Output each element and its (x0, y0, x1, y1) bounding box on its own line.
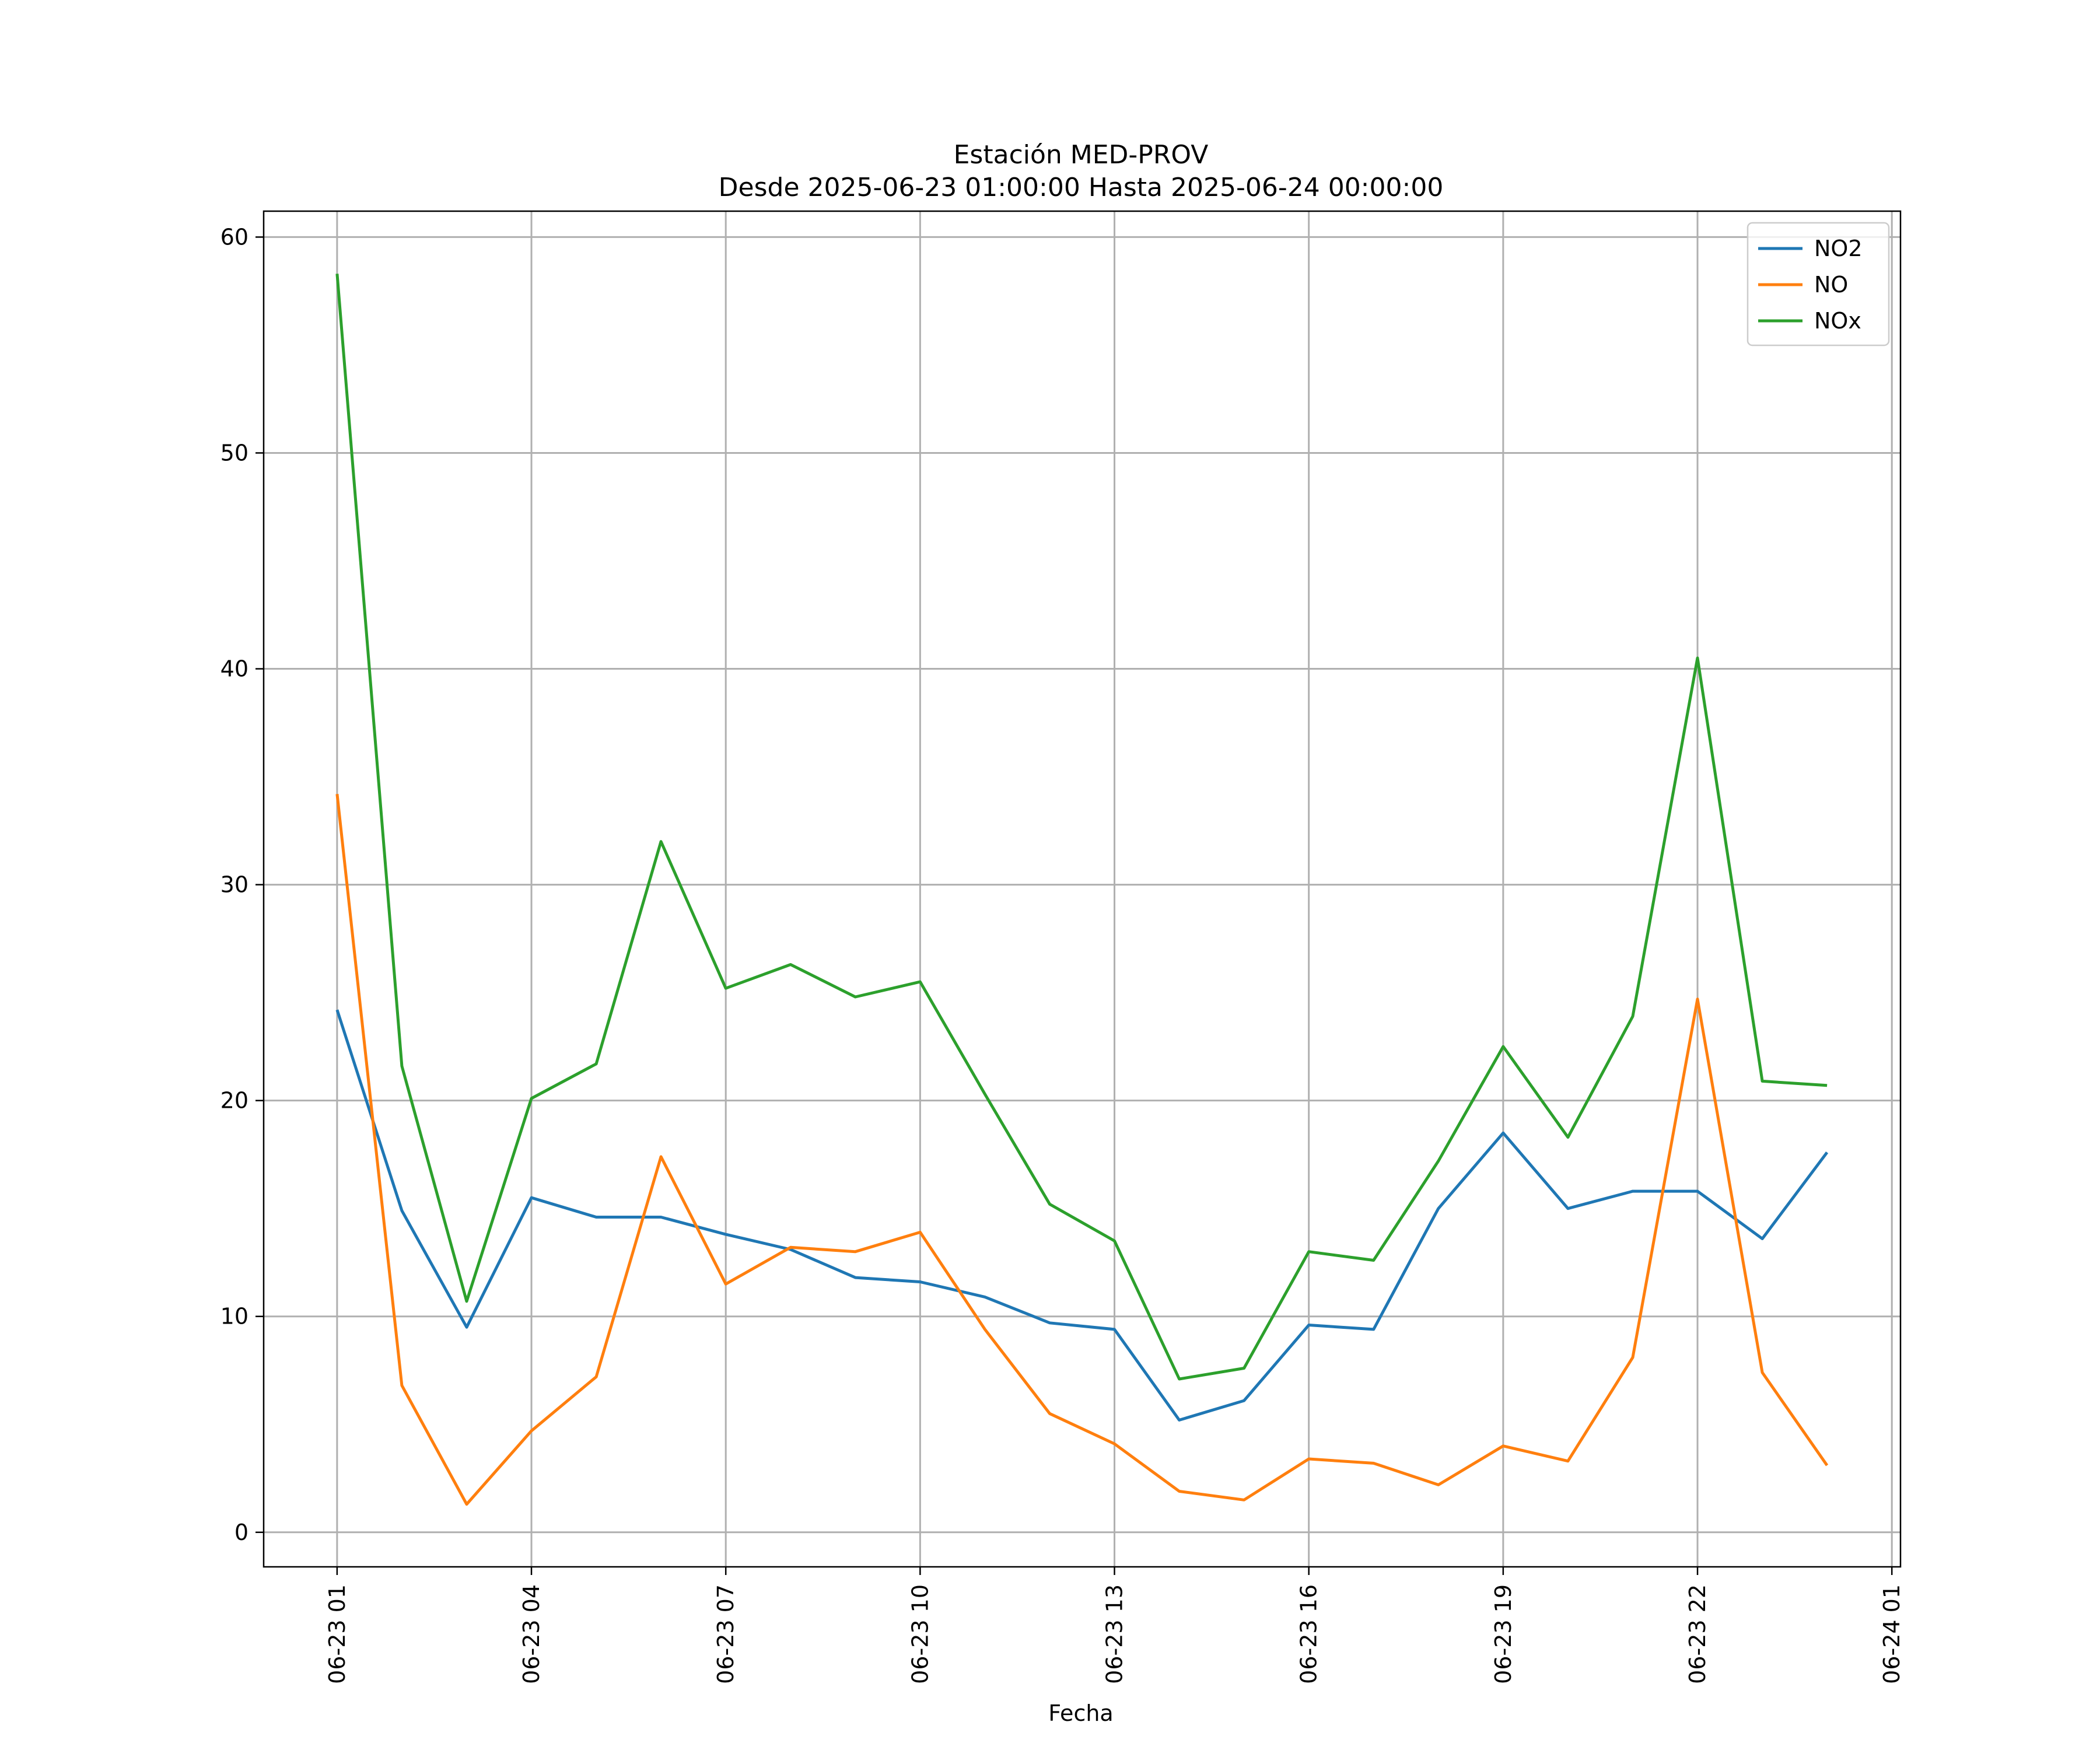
axis-ticks: 06-23 01 06-23 04 06-23 07 06-23 10 06-23 13… (220, 224, 1905, 1684)
y-tick-label: 40 (220, 656, 249, 682)
x-axis-label: Fecha (1048, 1700, 1113, 1726)
y-tick-label: 60 (220, 224, 249, 250)
series-line-no2 (335, 1009, 1829, 1422)
legend-label: NO (1814, 272, 1848, 298)
x-tick-label: 06-23 16 (1296, 1584, 1322, 1684)
legend-label: NOx (1814, 308, 1861, 334)
x-tick-label: 06-23 01 (324, 1584, 350, 1684)
chart-title: Estación MED-PROV (954, 140, 1209, 170)
x-tick-label: 06-23 04 (519, 1584, 544, 1684)
legend-box (1746, 222, 1890, 346)
x-tick-label: 06-23 10 (907, 1584, 933, 1684)
grid-lines (264, 211, 1901, 1567)
series-line-no (335, 793, 1829, 1506)
x-tick-label: 06-23 22 (1685, 1584, 1710, 1684)
chart-subtitle: Desde 2025-06-23 01:00:00 Hasta 2025-06-… (719, 173, 1444, 202)
x-tick-label: 06-23 07 (713, 1584, 738, 1684)
y-tick-label: 10 (220, 1304, 249, 1329)
series-lines (335, 274, 1829, 1506)
plot-frame (262, 210, 1902, 1568)
legend-label: NO2 (1814, 236, 1863, 261)
series-line-nox (335, 274, 1828, 1381)
y-tick-label: 20 (220, 1088, 249, 1114)
legend: NO2 NO NOx (1746, 222, 1890, 346)
x-tick-label: 06-23 19 (1490, 1584, 1516, 1684)
y-tick-label: 30 (220, 872, 249, 898)
y-tick-label: 0 (235, 1520, 249, 1545)
x-tick-label: 06-23 13 (1102, 1584, 1128, 1684)
x-tick-label: 06-24 01 (1879, 1584, 1905, 1684)
y-tick-label: 50 (220, 440, 249, 466)
